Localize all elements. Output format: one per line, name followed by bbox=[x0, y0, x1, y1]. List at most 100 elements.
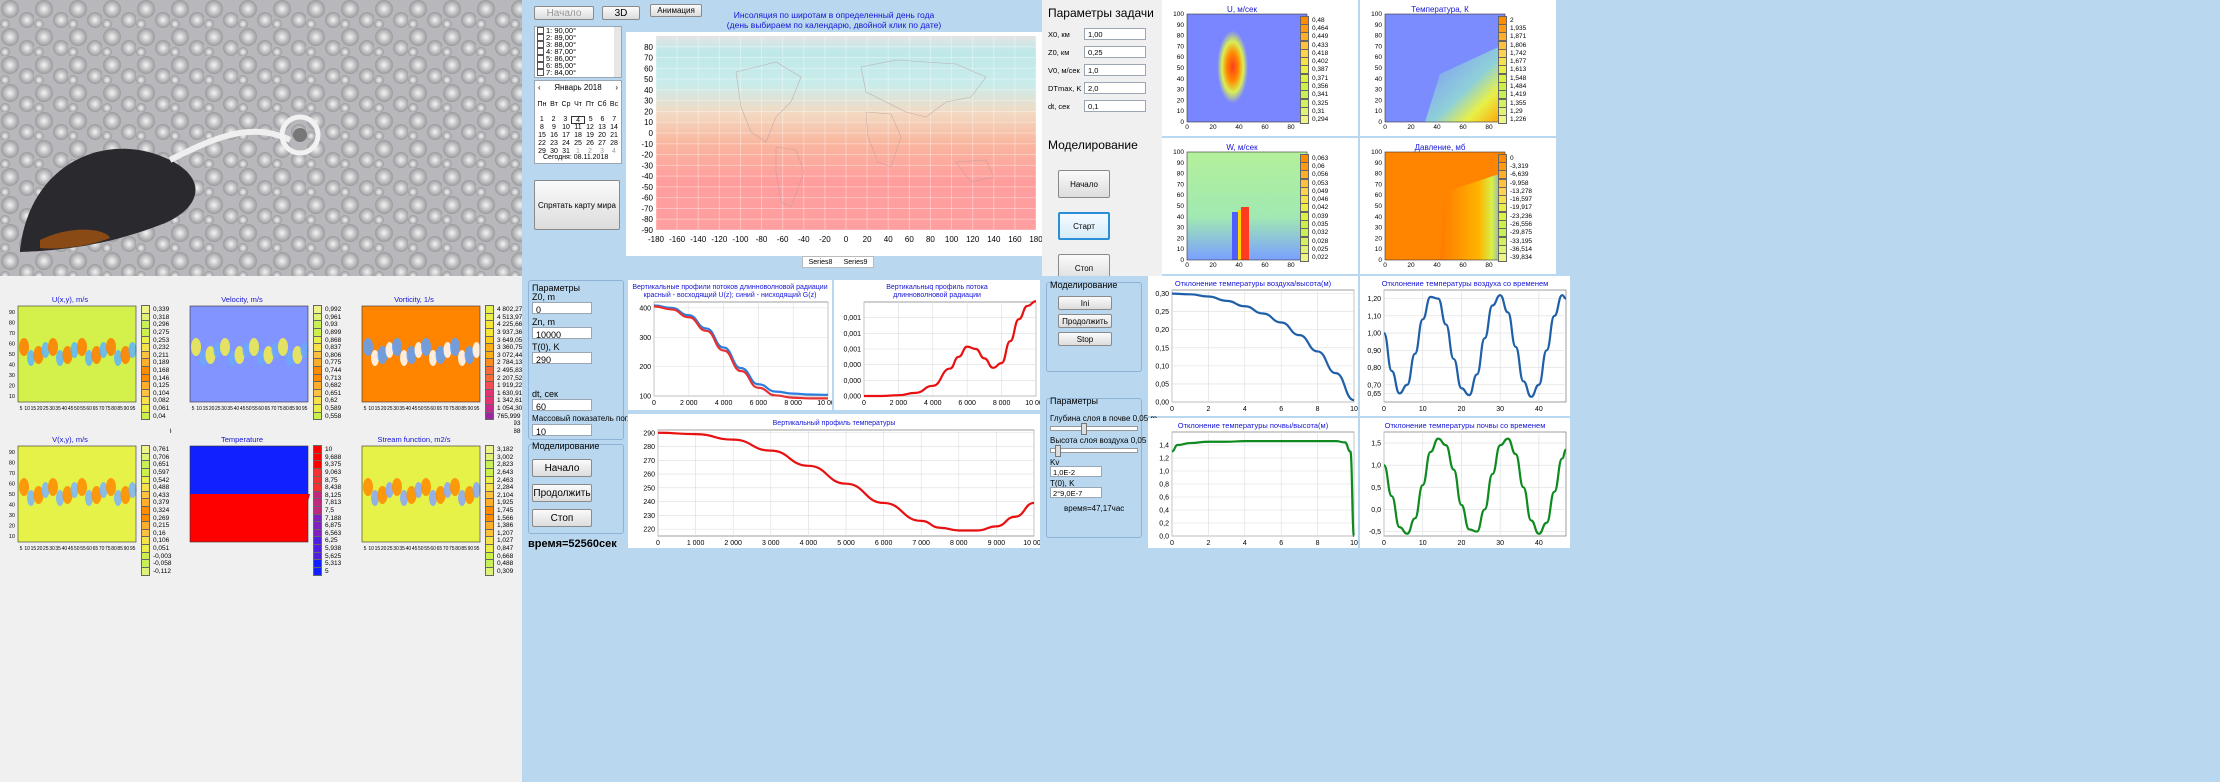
param-input[interactable]: 0,1 bbox=[1084, 100, 1146, 112]
animation-button[interactable]: Анимация bbox=[650, 4, 702, 17]
t0-input[interactable]: 290 bbox=[532, 352, 592, 365]
field-y-tick: 30 bbox=[1177, 225, 1185, 232]
calendar-day[interactable]: 31 bbox=[562, 148, 570, 155]
rad-continue-button[interactable]: Продолжить bbox=[532, 484, 592, 502]
calendar-day[interactable] bbox=[536, 108, 548, 116]
kv-input[interactable]: 1,0E-2 bbox=[1050, 466, 1102, 477]
calendar-day[interactable]: 14 bbox=[610, 124, 618, 131]
slider-thumb[interactable] bbox=[1055, 445, 1061, 457]
calendar-day[interactable]: 24 bbox=[562, 140, 570, 147]
soil-t0-input[interactable]: 2°9,0E-7 bbox=[1050, 487, 1102, 498]
vortex-x-tick: 30 bbox=[393, 546, 399, 552]
calendar-day[interactable]: 18 bbox=[574, 132, 582, 139]
latitude-item[interactable]: 7: 84,00° bbox=[535, 69, 621, 76]
slider-thumb[interactable] bbox=[1081, 423, 1087, 435]
z0-input[interactable]: 0 bbox=[532, 302, 592, 315]
calendar-day[interactable]: 2 bbox=[588, 148, 592, 155]
latitude-item[interactable]: 5: 86,00° bbox=[535, 55, 621, 62]
calendar-day[interactable]: 30 bbox=[550, 148, 558, 155]
field-y-tick: 20 bbox=[1375, 235, 1383, 242]
checkbox[interactable] bbox=[537, 69, 544, 76]
calendar-day[interactable]: 5 bbox=[588, 116, 593, 123]
dt-input[interactable]: 60 bbox=[532, 399, 592, 412]
calendar-day[interactable]: 13 bbox=[598, 124, 606, 131]
param-input[interactable]: 2,0 bbox=[1084, 82, 1146, 94]
calendar-day[interactable]: 29 bbox=[538, 148, 546, 155]
latitude-list[interactable]: 1: 90,00° 2: 89,00° 3: 88,00° 4: 87,00° 5: 8… bbox=[534, 26, 622, 78]
calendar[interactable]: ‹ Январь 2018 › Пн Вт Ср Чт Пт Сб Вс 1 2 3 4 5 6 7 8 9 1… bbox=[534, 80, 622, 164]
rad-start-button[interactable]: Начало bbox=[532, 459, 592, 477]
calendar-day[interactable]: 4 bbox=[612, 148, 616, 155]
calendar-day[interactable]: 10 bbox=[562, 124, 570, 131]
calendar-day[interactable]: 17 bbox=[562, 132, 570, 139]
soil-depth-slider[interactable] bbox=[1050, 423, 1138, 435]
calendar-day[interactable]: 9 bbox=[552, 124, 556, 131]
calendar-day[interactable]: 22 bbox=[538, 140, 546, 147]
checkbox[interactable] bbox=[537, 62, 544, 69]
param-input[interactable]: 1,00 bbox=[1084, 28, 1146, 40]
calendar-day[interactable]: 4 bbox=[571, 116, 585, 124]
run-button[interactable]: Старт bbox=[1058, 212, 1110, 240]
soil-stop-button[interactable]: Stop bbox=[1058, 332, 1112, 346]
soil-ini-button[interactable]: Ini bbox=[1058, 296, 1112, 310]
checkbox[interactable] bbox=[537, 48, 544, 55]
start-button[interactable]: Начало bbox=[534, 6, 594, 20]
air-height-slider[interactable] bbox=[1050, 445, 1138, 457]
vortex-plot: Temperature 10 9,688 9,375 9,063 8,75 8,438 8,1… bbox=[172, 420, 342, 576]
latitude-item[interactable]: 3: 88,00° bbox=[535, 41, 621, 48]
calendar-day[interactable] bbox=[584, 108, 596, 116]
calendar-day[interactable]: 1 bbox=[576, 148, 580, 155]
calendar-day[interactable] bbox=[596, 108, 608, 116]
map-x-tick: 160 bbox=[1008, 235, 1022, 244]
checkbox[interactable] bbox=[537, 41, 544, 48]
param-input[interactable]: 0,25 bbox=[1084, 46, 1146, 58]
calendar-day[interactable] bbox=[560, 108, 572, 116]
list-scrollbar[interactable] bbox=[614, 27, 621, 77]
calendar-day[interactable]: 7 bbox=[612, 116, 617, 123]
hide-map-button[interactable]: Спрятать карту мира bbox=[534, 180, 620, 230]
checkbox[interactable] bbox=[537, 55, 544, 62]
start-model-button[interactable]: Начало bbox=[1058, 170, 1110, 198]
absorption-input[interactable]: 10 bbox=[532, 424, 592, 437]
calendar-day[interactable]: 3 bbox=[600, 148, 604, 155]
calendar-day[interactable]: 21 bbox=[610, 132, 618, 139]
calendar-day[interactable]: 20 bbox=[598, 132, 606, 139]
calendar-day[interactable]: 3 bbox=[563, 116, 568, 123]
calendar-day[interactable]: 27 bbox=[598, 140, 606, 147]
calendar-day[interactable]: 8 bbox=[540, 124, 544, 131]
checkbox[interactable] bbox=[537, 27, 544, 34]
map-y-tick: 80 bbox=[644, 43, 653, 52]
calendar-day[interactable]: 2 bbox=[551, 116, 556, 123]
calendar-day[interactable]: 1 bbox=[539, 116, 544, 123]
calendar-today[interactable]: Сегодня: 08.11.2018 bbox=[543, 154, 609, 161]
stop-model-button[interactable]: Стоп bbox=[1058, 254, 1110, 276]
next-month-icon[interactable]: › bbox=[615, 83, 618, 92]
calendar-day[interactable] bbox=[572, 108, 584, 116]
calendar-day[interactable]: 28 bbox=[610, 140, 618, 147]
calendar-day[interactable]: 6 bbox=[600, 116, 605, 123]
calendar-day[interactable] bbox=[548, 108, 560, 116]
soil-continue-button[interactable]: Продолжить bbox=[1058, 314, 1112, 328]
prev-month-icon[interactable]: ‹ bbox=[538, 83, 541, 92]
param-label: X0, км bbox=[1048, 30, 1070, 39]
calendar-day[interactable]: 12 bbox=[586, 124, 594, 131]
calendar-day[interactable]: 15 bbox=[538, 132, 546, 139]
latitude-item[interactable]: 4: 87,00° bbox=[535, 48, 621, 55]
latitude-item[interactable]: 6: 85,00° bbox=[535, 62, 621, 69]
calendar-day[interactable]: 19 bbox=[586, 132, 594, 139]
calendar-day[interactable]: 11 bbox=[574, 124, 582, 131]
calendar-day[interactable] bbox=[608, 108, 620, 116]
calendar-day[interactable]: 25 bbox=[574, 140, 582, 147]
zn-input[interactable]: 10000 bbox=[532, 327, 592, 340]
calendar-day[interactable]: 16 bbox=[550, 132, 558, 139]
vortex-x-tick: 85 bbox=[461, 406, 467, 412]
rad-stop-button[interactable]: Стоп bbox=[532, 509, 592, 527]
latitude-item[interactable]: 2: 89,00° bbox=[535, 34, 621, 41]
soil-temp-time-chart: Отклонение температуры почвы со временем… bbox=[1360, 418, 1570, 548]
param-input[interactable]: 1,0 bbox=[1084, 64, 1146, 76]
3d-button[interactable]: 3D bbox=[602, 6, 640, 20]
latitude-item[interactable]: 1: 90,00° bbox=[535, 27, 621, 34]
calendar-day[interactable]: 26 bbox=[586, 140, 594, 147]
calendar-day[interactable]: 23 bbox=[550, 140, 558, 147]
checkbox[interactable] bbox=[537, 34, 544, 41]
